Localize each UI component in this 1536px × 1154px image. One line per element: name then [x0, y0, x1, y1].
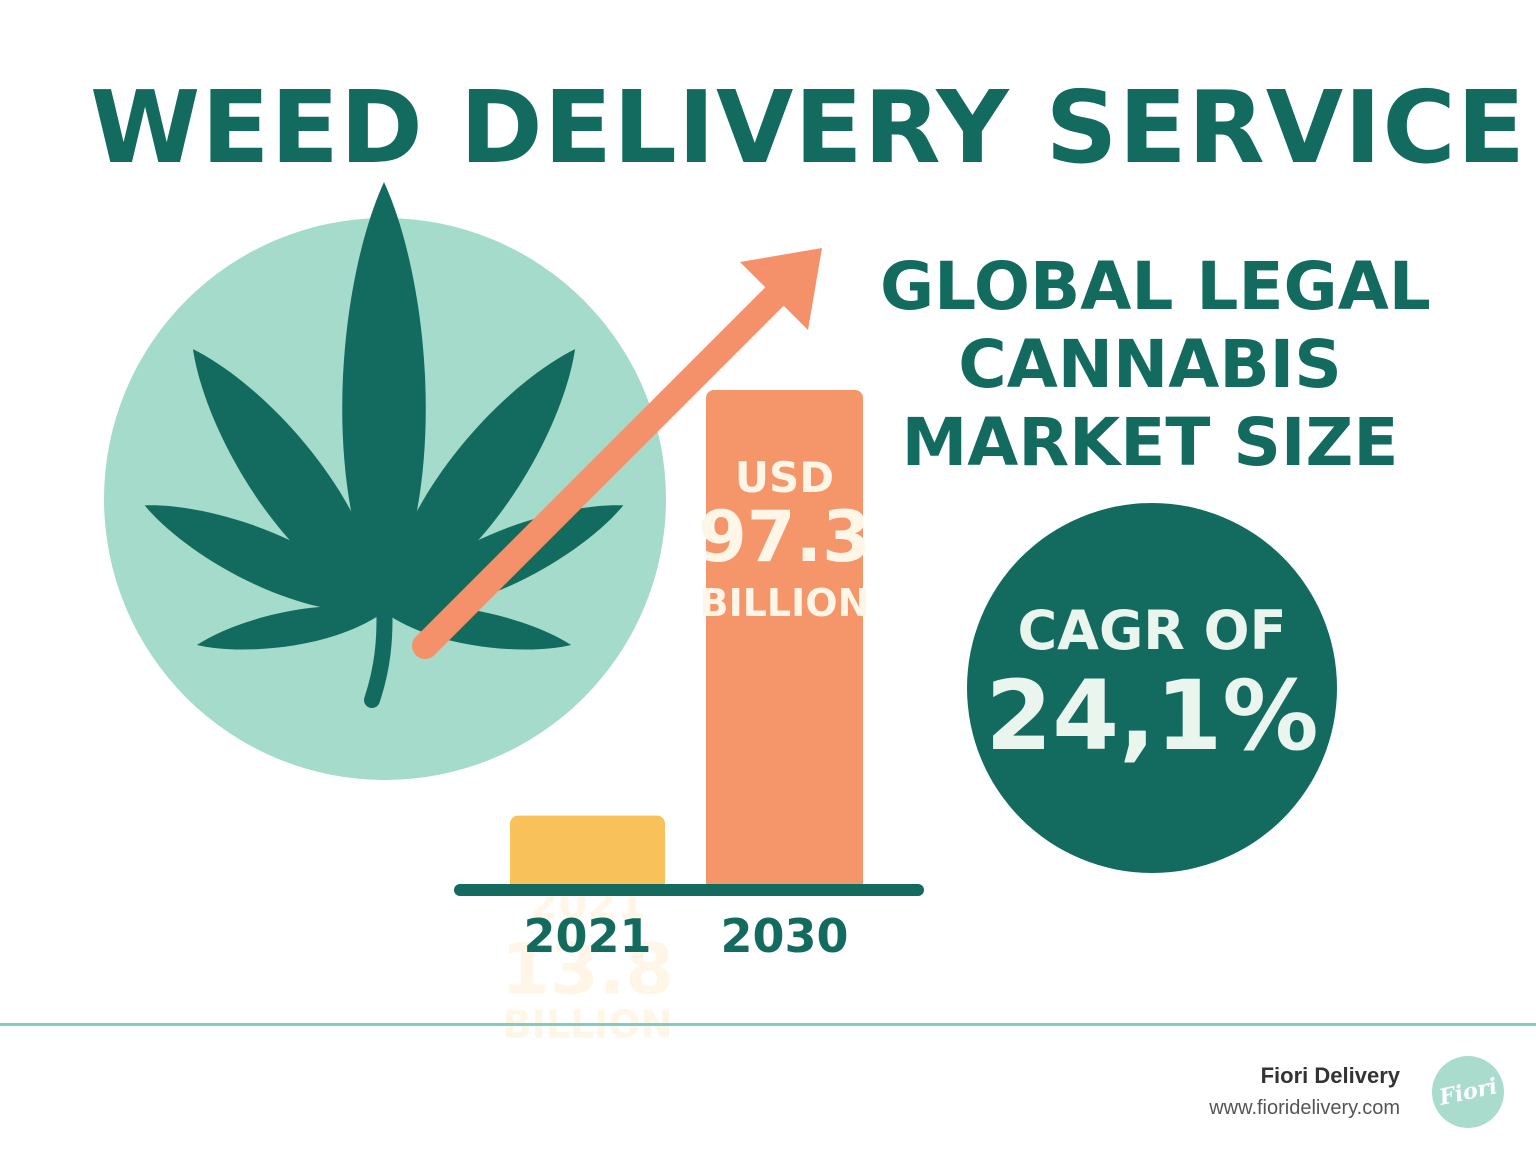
leaf-leaflet-1 — [342, 182, 426, 612]
cagr-label: CAGR OF — [1017, 599, 1287, 662]
chart-baseline — [454, 884, 924, 896]
market-title-line-3: MARKET SIZE — [901, 404, 1399, 481]
x-axis-labels: 2021 2030 — [523, 909, 848, 963]
market-title-line-1: GLOBAL LEGAL — [880, 248, 1431, 325]
growth-arrow-icon — [412, 248, 822, 659]
bar-2030-label-3: BILLION — [700, 581, 870, 625]
footer-divider — [0, 1023, 1536, 1026]
brand-logo-text: Fiori — [1436, 1073, 1500, 1111]
bar-2021 — [510, 815, 665, 892]
cagr-badge: CAGR OF 24,1% — [967, 503, 1337, 873]
market-title-line-2: CANNABIS — [958, 326, 1342, 403]
footer-company-name: Fiori Delivery — [1260, 1063, 1400, 1088]
cagr-value: 24,1% — [985, 660, 1319, 772]
bar-2021-label-2: 13.8 — [501, 929, 674, 1011]
bar-2030 — [706, 390, 863, 892]
leaf-stem — [364, 594, 393, 708]
leaf-leaflet-3 — [384, 349, 576, 612]
leaf-leaflet-2 — [192, 349, 384, 612]
market-size-title: GLOBAL LEGAL CANNABIS MARKET SIZE — [880, 248, 1431, 482]
bar-2030-label-2: 97.3 — [698, 496, 871, 578]
x-tick-2021: 2021 — [523, 909, 651, 963]
brand-logo: Fiori — [1432, 1056, 1504, 1128]
footer-url[interactable]: www.fioridelivery.com — [1209, 1097, 1400, 1119]
leaf-leaflet-6 — [196, 606, 384, 650]
page-title: WEED DELIVERY SERVICE — [90, 69, 1527, 186]
bar-2030-label-1: USD — [735, 453, 834, 502]
leaf-leaflet-4 — [144, 505, 384, 613]
leaf-leaflet-7 — [384, 606, 572, 650]
cannabis-leaf-icon — [144, 182, 624, 708]
x-tick-2030: 2030 — [720, 909, 848, 963]
